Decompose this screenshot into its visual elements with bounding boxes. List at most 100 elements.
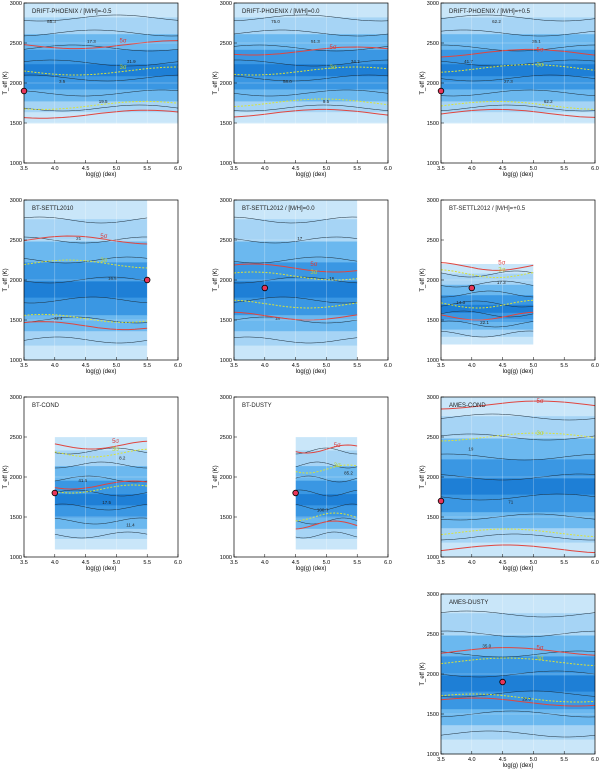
y-tick-label: 3000: [10, 198, 22, 204]
contour-label: 85.2: [344, 470, 353, 475]
contour-line: [440, 610, 596, 618]
contour-band: [234, 101, 388, 113]
contour-line: [23, 74, 179, 82]
y-tick-label: 1500: [10, 515, 22, 521]
x-tick-label: 4.5: [499, 166, 507, 172]
x-tick-label: 3.5: [20, 166, 28, 172]
sigma3-contour: [233, 299, 358, 309]
x-tick-label: 5.0: [113, 560, 121, 566]
contour-band: [24, 17, 178, 35]
x-tick-label: 5.5: [353, 560, 361, 566]
chart-panel: 8.2 41.5 17.5 11.4 5σ 3σ 3.5 4.0 4.5 5.0 5.5 6.0 100…: [3, 395, 182, 572]
x-tick-label: 4.0: [468, 166, 476, 172]
contour-band: [441, 321, 534, 331]
sigma3-contour: [23, 259, 148, 269]
sigma3-contour: [440, 64, 596, 73]
contour-line: [440, 310, 534, 318]
contour-line: [23, 104, 179, 112]
chart-panel: 85.2 100.0 5σ 3σ 3.5 4.0 4.5 5.0 5.5 6.0 1000 1500 2…: [213, 395, 392, 572]
y-tick-label: 2500: [427, 41, 439, 47]
y-axis-label: T_eff (K): [3, 71, 9, 94]
y-tick-label: 2500: [220, 435, 232, 441]
contour-line: [440, 320, 534, 328]
x-tick-label: 6.0: [384, 166, 392, 172]
x-tick-label: 3.5: [437, 166, 445, 172]
contour-band: [24, 64, 178, 77]
x-tick-label: 3.5: [437, 363, 445, 369]
sigma5-contour: [440, 311, 534, 321]
contour-band: [441, 273, 534, 286]
contour-band: [441, 709, 595, 726]
contour-band: [54, 466, 148, 482]
x-axis-label: log(g) (dex): [296, 172, 327, 178]
x-tick-label: 4.5: [292, 560, 300, 566]
x-tick-label: 6.0: [174, 363, 182, 369]
sigma3-contour-label: 3σ: [498, 268, 505, 274]
contour-band: [441, 112, 595, 124]
sigma3-contour-label: 3σ: [537, 431, 544, 437]
contour-band: [441, 656, 595, 677]
contour-label: 75.0: [271, 19, 280, 24]
x-tick-label: 4.0: [468, 363, 476, 369]
y-tick-label: 1500: [10, 318, 22, 324]
contour-label: 35.0: [482, 643, 491, 648]
x-tick-label: 4.0: [51, 560, 59, 566]
contour-line: [23, 29, 179, 37]
contour-line: [440, 280, 534, 288]
y-tick-label: 3000: [10, 1, 22, 7]
contour-band: [54, 494, 148, 506]
x-tick-label: 3.5: [437, 560, 445, 566]
contour-line: [440, 14, 596, 22]
contour-label: 27.3: [504, 79, 513, 84]
y-tick-label: 2500: [220, 238, 232, 244]
x-tick-label: 6.0: [591, 166, 599, 172]
y-tick-label: 3000: [427, 1, 439, 7]
sigma5-contour-label: 5σ: [330, 45, 337, 51]
sigma3-contour-label: 3σ: [120, 65, 127, 71]
y-axis-label: T_eff (K): [420, 465, 426, 488]
y-tick-label: 1000: [220, 161, 232, 167]
contour-line: [54, 517, 148, 525]
contour-line: [440, 433, 596, 441]
sigma3-contour-label: 3σ: [537, 63, 544, 69]
contour-label: 41.7: [464, 59, 473, 64]
best-fit-marker: [143, 276, 151, 284]
y-tick-label: 1000: [427, 161, 439, 167]
contour-line: [233, 14, 389, 22]
chart-panel: 85.3 17.3 31.9 3.5 19.5 5σ 3σ 3.5 4.0 4.5 5.0 5.5 6.…: [3, 1, 182, 178]
sigma3-contour-label: 3σ: [330, 65, 337, 71]
x-tick-label: 3.5: [20, 560, 28, 566]
x-axis-label: log(g) (dex): [296, 566, 327, 572]
contour-line: [440, 29, 596, 37]
y-tick-label: 1500: [220, 515, 232, 521]
x-axis-label: log(g) (dex): [503, 763, 534, 769]
x-tick-label: 5.5: [560, 757, 568, 763]
contour-line: [23, 14, 179, 22]
x-tick-label: 6.0: [174, 166, 182, 172]
contour-label: 100.0: [317, 508, 329, 513]
contour-band: [54, 450, 148, 467]
chart-panel: 17.3 14.3 22.1 5σ 3σ 3.5 4.0 4.5 5.0 5.5 6.0 1000 15…: [420, 198, 599, 375]
best-fit-marker: [499, 678, 506, 686]
y-tick-label: 2500: [220, 41, 232, 47]
best-fit-marker: [468, 284, 475, 292]
contour-band: [441, 416, 595, 440]
contour-label: 19: [468, 446, 474, 451]
x-tick-label: 4.5: [499, 560, 507, 566]
y-tick-label: 2500: [10, 435, 22, 441]
x-tick-label: 6.0: [384, 363, 392, 369]
y-tick-label: 1500: [427, 121, 439, 127]
chart-panel: 21 16.5 22.4 5σ 3σ 3.5 4.0 4.5 5.0 5.5 6.0 1000 1500…: [3, 198, 182, 375]
contour-line: [440, 453, 596, 461]
best-fit-marker: [51, 489, 58, 497]
contour-band: [441, 512, 595, 529]
contour-label: 14.3: [456, 300, 465, 305]
contour-line: [440, 493, 596, 501]
x-tick-label: 4.5: [82, 166, 90, 172]
contour-band: [441, 336, 534, 345]
contour-band: [441, 64, 595, 77]
x-tick-label: 4.5: [82, 363, 90, 369]
y-axis-label: T_eff (K): [420, 268, 426, 291]
x-tick-label: 6.0: [591, 560, 599, 566]
y-axis-label: T_eff (K): [213, 268, 219, 291]
